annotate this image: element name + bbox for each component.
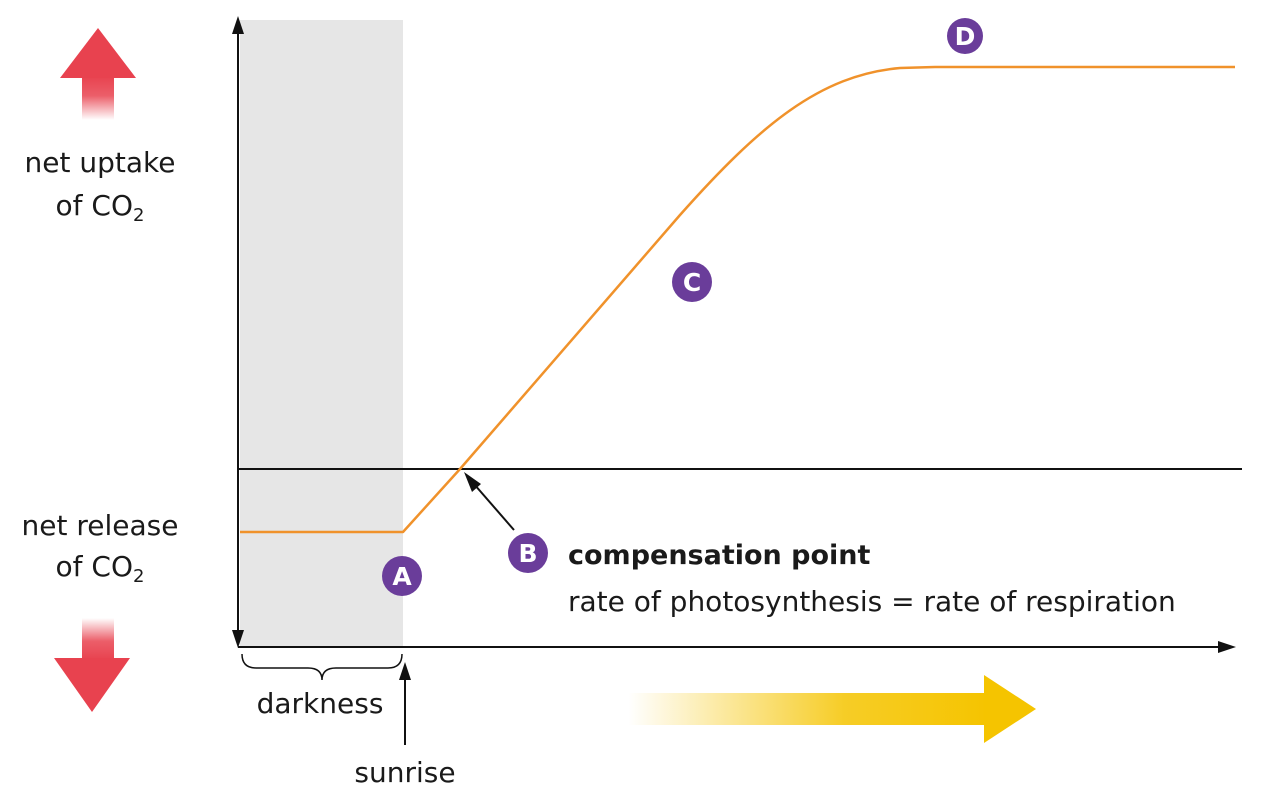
net-release-label-line1: net release (22, 509, 179, 542)
darkness-band (240, 20, 403, 646)
compensation-pointer-arrow (464, 472, 515, 531)
svg-text:D: D (955, 22, 976, 51)
marker-a: A (382, 556, 422, 596)
darkness-label: darkness (257, 687, 384, 720)
net-uptake-label-line2: of CO2 (56, 189, 145, 226)
red-up-arrow-icon (60, 28, 136, 120)
yellow-right-arrow-icon (628, 675, 1036, 743)
y-axis (232, 16, 244, 648)
sunrise-label: sunrise (354, 756, 455, 789)
compensation-point-title: compensation point (568, 540, 871, 571)
svg-text:B: B (518, 539, 537, 568)
net-uptake-label-line1: net uptake (25, 146, 176, 179)
marker-b: B (508, 533, 548, 573)
x-axis (238, 641, 1236, 653)
darkness-brace (241, 653, 403, 681)
sunrise-arrow (399, 662, 411, 745)
compensation-point-description: rate of photosynthesis = rate of respira… (568, 585, 1176, 618)
svg-text:C: C (683, 268, 701, 297)
marker-d: D (947, 18, 983, 54)
net-release-label-line2: of CO2 (56, 550, 145, 587)
svg-text:A: A (392, 562, 412, 591)
marker-c: C (672, 262, 712, 302)
co2-exchange-curve (240, 65, 1235, 534)
red-down-arrow-icon (54, 618, 130, 712)
